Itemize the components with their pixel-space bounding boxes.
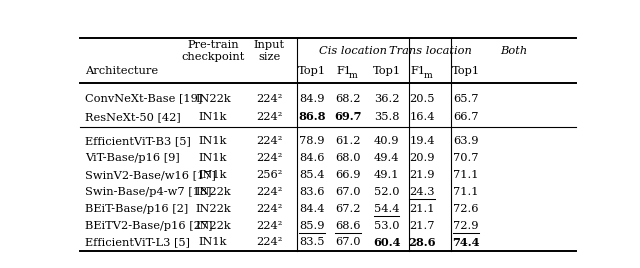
Text: 35.8: 35.8 (374, 112, 399, 122)
Text: 70.7: 70.7 (453, 153, 479, 163)
Text: Top1: Top1 (452, 66, 480, 76)
Text: 84.4: 84.4 (300, 204, 325, 214)
Text: F1: F1 (411, 66, 426, 76)
Text: 60.4: 60.4 (372, 237, 400, 248)
Text: 224²: 224² (256, 204, 283, 214)
Text: 20.5: 20.5 (410, 94, 435, 104)
Text: 53.0: 53.0 (374, 221, 399, 231)
Text: m: m (349, 71, 358, 80)
Text: 224²: 224² (256, 112, 283, 122)
Text: 71.1: 71.1 (453, 187, 479, 197)
Text: m: m (423, 71, 432, 80)
Text: 67.0: 67.0 (335, 187, 360, 197)
Text: IN22k: IN22k (195, 204, 231, 214)
Text: 61.2: 61.2 (335, 136, 360, 146)
Text: IN1k: IN1k (199, 153, 227, 163)
Text: 84.9: 84.9 (300, 94, 325, 104)
Text: 86.8: 86.8 (298, 111, 326, 122)
Text: 74.4: 74.4 (452, 237, 479, 248)
Text: 20.9: 20.9 (410, 153, 435, 163)
Text: 49.4: 49.4 (374, 153, 399, 163)
Text: EfficientViT-L3 [5]: EfficientViT-L3 [5] (85, 237, 190, 247)
Text: 21.7: 21.7 (410, 221, 435, 231)
Text: 19.4: 19.4 (410, 136, 435, 146)
Text: 224²: 224² (256, 221, 283, 231)
Text: 21.1: 21.1 (410, 204, 435, 214)
Text: 28.6: 28.6 (408, 237, 436, 248)
Text: BEiT-Base/p16 [2]: BEiT-Base/p16 [2] (85, 204, 188, 214)
Text: ViT-Base/p16 [9]: ViT-Base/p16 [9] (85, 153, 180, 163)
Text: Top1: Top1 (372, 66, 401, 76)
Text: 85.9: 85.9 (300, 221, 325, 231)
Text: 40.9: 40.9 (374, 136, 399, 146)
Text: Pre-train
checkpoint: Pre-train checkpoint (181, 40, 244, 62)
Text: IN22k: IN22k (195, 187, 231, 197)
Text: 52.0: 52.0 (374, 187, 399, 197)
Text: 63.9: 63.9 (453, 136, 479, 146)
Text: IN1k: IN1k (199, 170, 227, 180)
Text: 224²: 224² (256, 153, 283, 163)
Text: 78.9: 78.9 (300, 136, 325, 146)
Text: Trans location: Trans location (388, 46, 472, 56)
Text: 68.2: 68.2 (335, 94, 360, 104)
Text: IN1k: IN1k (199, 237, 227, 247)
Text: 83.6: 83.6 (300, 187, 325, 197)
Text: 72.6: 72.6 (453, 204, 479, 214)
Text: Swin-Base/p4-w7 [18]: Swin-Base/p4-w7 [18] (85, 187, 211, 197)
Text: 83.5: 83.5 (300, 237, 325, 247)
Text: Architecture: Architecture (85, 66, 158, 76)
Text: 72.9: 72.9 (453, 221, 479, 231)
Text: Cis location: Cis location (319, 46, 387, 56)
Text: 24.3: 24.3 (410, 187, 435, 197)
Text: 84.6: 84.6 (300, 153, 325, 163)
Text: 66.7: 66.7 (453, 112, 479, 122)
Text: BEiTV2-Base/p16 [27]: BEiTV2-Base/p16 [27] (85, 221, 212, 231)
Text: 66.9: 66.9 (335, 170, 360, 180)
Text: 68.6: 68.6 (335, 221, 360, 231)
Text: IN22k: IN22k (195, 94, 231, 104)
Text: 16.4: 16.4 (410, 112, 435, 122)
Text: 67.2: 67.2 (335, 204, 360, 214)
Text: 36.2: 36.2 (374, 94, 399, 104)
Text: IN1k: IN1k (199, 136, 227, 146)
Text: 65.7: 65.7 (453, 94, 479, 104)
Text: 224²: 224² (256, 94, 283, 104)
Text: ConvNeXt-Base [19]: ConvNeXt-Base [19] (85, 94, 202, 104)
Text: EfficientViT-B3 [5]: EfficientViT-B3 [5] (85, 136, 191, 146)
Text: SwinV2-Base/w16 [17]: SwinV2-Base/w16 [17] (85, 170, 216, 180)
Text: F1: F1 (336, 66, 351, 76)
Text: 21.9: 21.9 (410, 170, 435, 180)
Text: Input
size: Input size (254, 40, 285, 62)
Text: 54.4: 54.4 (374, 204, 399, 214)
Text: 67.0: 67.0 (335, 237, 360, 247)
Text: 68.0: 68.0 (335, 153, 360, 163)
Text: IN22k: IN22k (195, 221, 231, 231)
Text: 256²: 256² (256, 170, 283, 180)
Text: 224²: 224² (256, 187, 283, 197)
Text: ResNeXt-50 [42]: ResNeXt-50 [42] (85, 112, 180, 122)
Text: Both: Both (500, 46, 527, 56)
Text: 224²: 224² (256, 237, 283, 247)
Text: 85.4: 85.4 (300, 170, 325, 180)
Text: IN1k: IN1k (199, 112, 227, 122)
Text: 49.1: 49.1 (374, 170, 399, 180)
Text: 69.7: 69.7 (334, 111, 362, 122)
Text: Top1: Top1 (298, 66, 326, 76)
Text: 224²: 224² (256, 136, 283, 146)
Text: 71.1: 71.1 (453, 170, 479, 180)
